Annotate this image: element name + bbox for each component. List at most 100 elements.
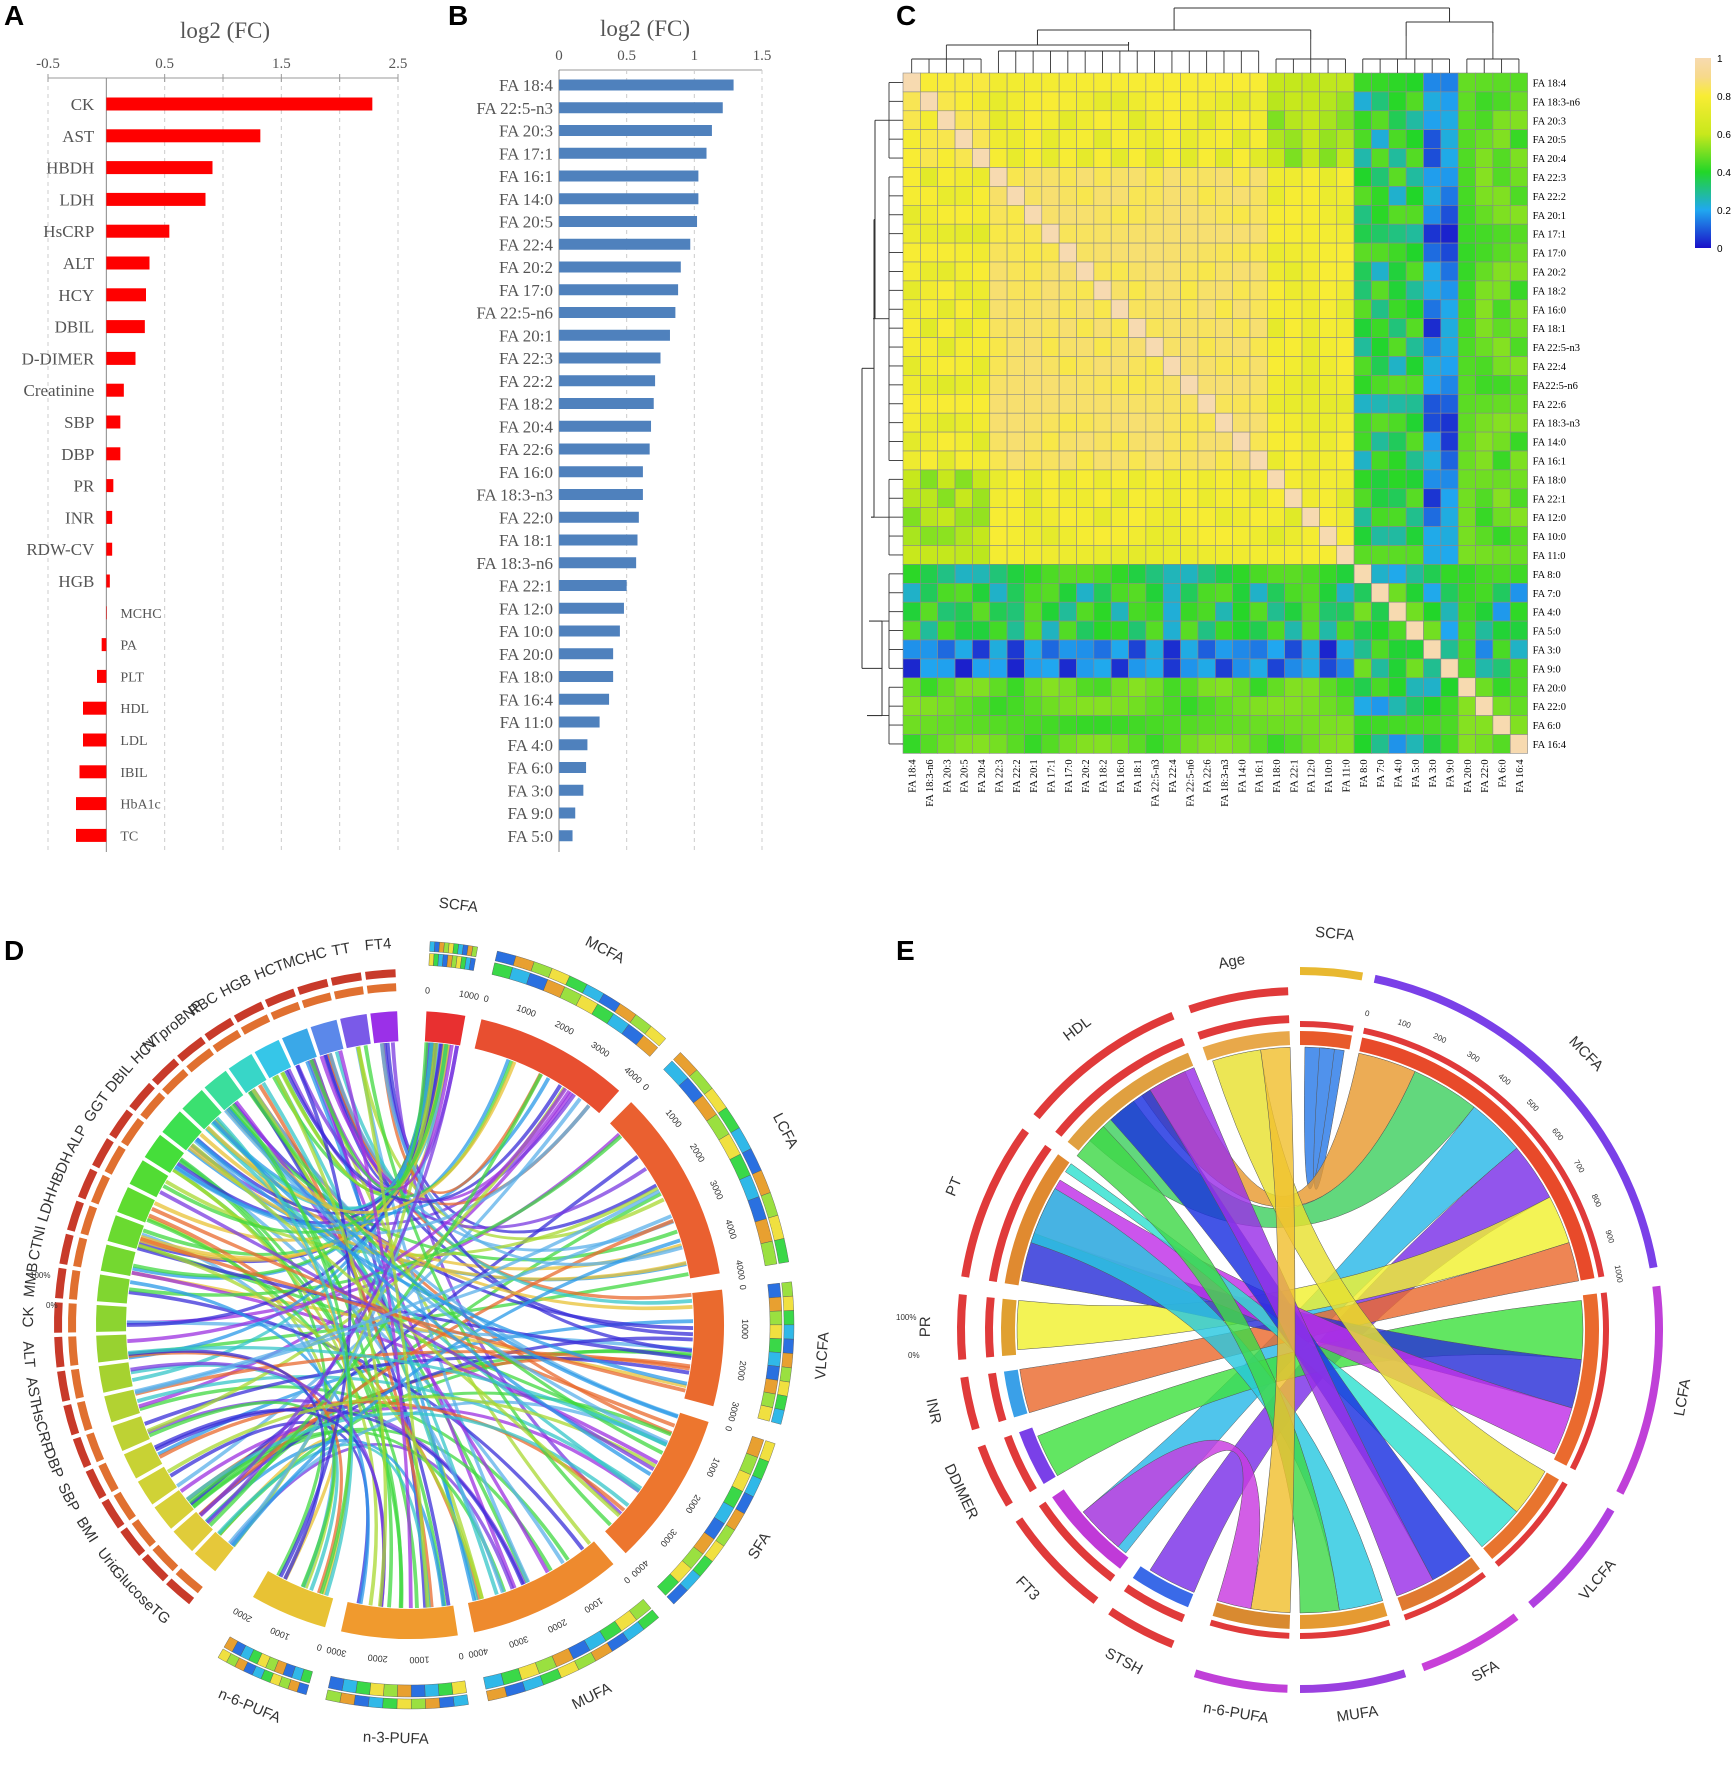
heatmap-cell	[1197, 658, 1216, 679]
outer-ring-mmb	[68, 1269, 81, 1300]
heatmap-cell	[1024, 393, 1043, 414]
heatmap-cell	[989, 186, 1008, 206]
chord-ribbon	[185, 1411, 630, 1507]
outer-ring-ck	[67, 1303, 77, 1333]
heatmap-cell	[937, 223, 956, 244]
heatmap-cell	[954, 658, 973, 679]
heatmap-cell	[1492, 488, 1511, 508]
heatmap-cell	[972, 318, 991, 338]
heatmap-cell	[1145, 148, 1164, 168]
percent-ring-segment	[666, 1583, 688, 1605]
heatmap-cell	[1457, 715, 1476, 735]
heatmap-cell	[1249, 582, 1268, 603]
group-arc-hgb	[254, 1039, 292, 1079]
heatmap-cell	[1423, 337, 1442, 357]
percent-ring-segment	[353, 1694, 370, 1707]
heatmap-cell	[1267, 186, 1286, 206]
heatmap-cell	[1319, 658, 1338, 679]
heatmap-cell	[902, 375, 921, 395]
heatmap-cell	[1214, 318, 1233, 338]
heatmap-cell	[1249, 734, 1268, 754]
heatmap-cell	[1509, 261, 1528, 282]
heatmap-cell	[1353, 299, 1372, 319]
heatmap-cell	[1249, 526, 1268, 546]
heatmap-cell	[1162, 677, 1181, 697]
heatmap-cell	[1232, 412, 1251, 433]
heatmap-cell	[972, 620, 991, 641]
heatmap-cell	[1093, 658, 1112, 679]
outer-ring-tg	[166, 1578, 195, 1605]
heatmap-cell	[920, 715, 938, 735]
heatmap-cell	[1058, 734, 1077, 754]
group-label-scfa: SCFA	[1314, 924, 1355, 944]
heatmap-cell	[1093, 261, 1112, 282]
heatmap-cell	[1284, 715, 1303, 735]
heatmap-cell	[954, 734, 973, 754]
row-label-fa22-5-n6: FA22:5-n6	[1533, 381, 1578, 392]
heatmap-cell	[954, 715, 973, 735]
heatmap-cell	[1371, 431, 1390, 452]
heatmap-cell	[1440, 639, 1459, 660]
heatmap-cell	[902, 72, 921, 93]
heatmap-cell	[1301, 393, 1320, 414]
outer-ring-glucose	[141, 1553, 169, 1582]
heatmap-cell	[1492, 91, 1511, 112]
percent-ring-segment	[341, 1678, 358, 1694]
heatmap-cell	[1214, 658, 1233, 679]
heatmap-cell	[1180, 167, 1199, 187]
heatmap-cell	[1006, 431, 1025, 452]
scale-tick: 3000	[726, 1401, 741, 1423]
outer-ring-dbp	[86, 1432, 105, 1463]
heatmap-cell	[1319, 450, 1338, 471]
heatmap-cell	[902, 696, 921, 716]
heatmap-cell	[1336, 205, 1355, 225]
row-label-fa-20-1: FA 20:1	[1533, 211, 1566, 222]
heatmap-cell	[1301, 545, 1320, 565]
heatmap-cell	[937, 696, 956, 716]
heatmap-cell	[1267, 545, 1286, 565]
bar-fa-18-2	[559, 398, 654, 409]
heatmap-cell	[972, 601, 991, 622]
heatmap-cell	[1093, 734, 1112, 754]
bar-fa-10-0	[559, 625, 620, 637]
heatmap-cell	[1440, 375, 1459, 395]
heatmap-cell	[920, 186, 938, 206]
heatmap-cell	[1440, 526, 1459, 546]
heatmap-cell	[1440, 337, 1459, 357]
heatmap-cell	[1058, 545, 1077, 565]
scale-tick: 4000	[723, 1218, 738, 1240]
heatmap-cell	[1388, 242, 1407, 263]
heatmap-cell	[1041, 431, 1060, 452]
heatmap-cell	[1162, 110, 1181, 131]
bar-ast	[106, 129, 261, 143]
heatmap-cell	[1284, 299, 1303, 319]
heatmap-cell	[1024, 620, 1043, 641]
heatmap-cell	[989, 393, 1008, 414]
heatmap-cell	[1093, 507, 1112, 527]
heatmap-cell	[1214, 639, 1233, 660]
heatmap-cell	[972, 299, 991, 319]
heatmap-cell	[920, 412, 938, 433]
heatmap-cell	[1249, 205, 1268, 225]
heatmap-cell	[1457, 337, 1476, 357]
group-label-ft3: FT3	[1012, 1573, 1043, 1604]
bar-hba1c	[76, 797, 107, 811]
heatmap-cell	[1353, 318, 1372, 338]
heatmap-cell	[1110, 72, 1129, 93]
heatmap-cell	[989, 601, 1008, 622]
heatmap-cell	[1301, 223, 1320, 244]
heatmap-cell	[1475, 582, 1494, 603]
heatmap-cell	[1284, 601, 1303, 622]
category-label-rdw-cv: RDW-CV	[26, 540, 95, 559]
row-label-fa-9-0: FA 9:0	[1533, 664, 1561, 675]
heatmap-cell	[1110, 696, 1129, 716]
heatmap-cell	[1267, 507, 1286, 527]
heatmap-cell	[1475, 658, 1494, 679]
heatmap-cell	[1110, 639, 1129, 660]
heatmap-cell	[954, 393, 973, 414]
heatmap-cell	[1076, 299, 1095, 319]
heatmap-cell	[1145, 639, 1164, 660]
heatmap-cell	[1232, 469, 1251, 490]
heatmap-cell	[920, 526, 938, 546]
heatmap-cell	[1041, 318, 1060, 338]
